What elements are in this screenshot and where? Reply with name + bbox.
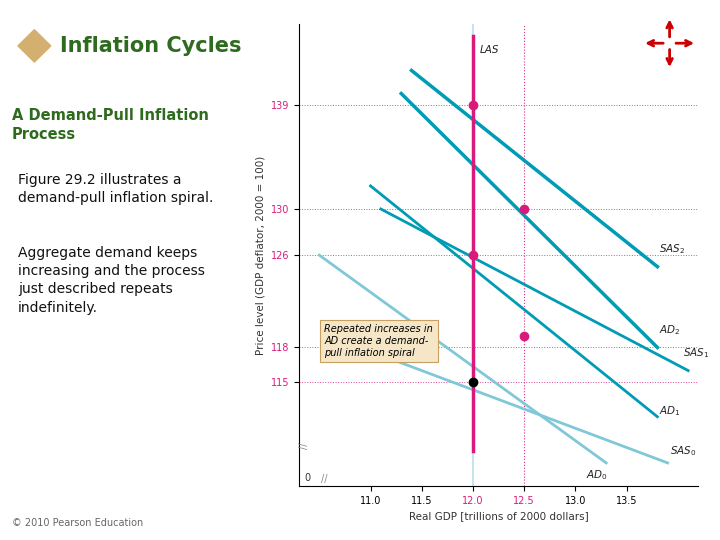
X-axis label: Real GDP [trillions of 2000 dollars]: Real GDP [trillions of 2000 dollars] xyxy=(409,511,588,521)
Text: $SAS_0$: $SAS_0$ xyxy=(670,444,696,458)
Y-axis label: Price level (GDP deflator, 2000 = 100): Price level (GDP deflator, 2000 = 100) xyxy=(255,156,265,355)
Text: A Demand-Pull Inflation
Process: A Demand-Pull Inflation Process xyxy=(12,108,209,141)
Text: $SAS_1$: $SAS_1$ xyxy=(683,346,709,360)
Text: $AD_2$: $AD_2$ xyxy=(660,323,681,337)
Text: Inflation Cycles: Inflation Cycles xyxy=(60,36,241,56)
Text: Figure 29.2 illustrates a
demand-pull inflation spiral.: Figure 29.2 illustrates a demand-pull in… xyxy=(18,173,213,205)
Text: Repeated increases in
AD create a demand-
pull inflation spiral: Repeated increases in AD create a demand… xyxy=(325,325,433,357)
Text: $AD_0$: $AD_0$ xyxy=(585,469,608,482)
Text: Aggregate demand keeps
increasing and the process
just described repeats
indefin: Aggregate demand keeps increasing and th… xyxy=(18,246,204,315)
Polygon shape xyxy=(18,30,51,62)
Text: $AD_1$: $AD_1$ xyxy=(660,404,681,418)
Text: //: // xyxy=(321,474,328,484)
Text: $SAS_2$: $SAS_2$ xyxy=(660,242,685,256)
Text: © 2010 Pearson Education: © 2010 Pearson Education xyxy=(12,518,143,528)
Text: LAS: LAS xyxy=(480,45,500,55)
Text: 0: 0 xyxy=(304,472,310,483)
Text: //: // xyxy=(299,442,309,449)
